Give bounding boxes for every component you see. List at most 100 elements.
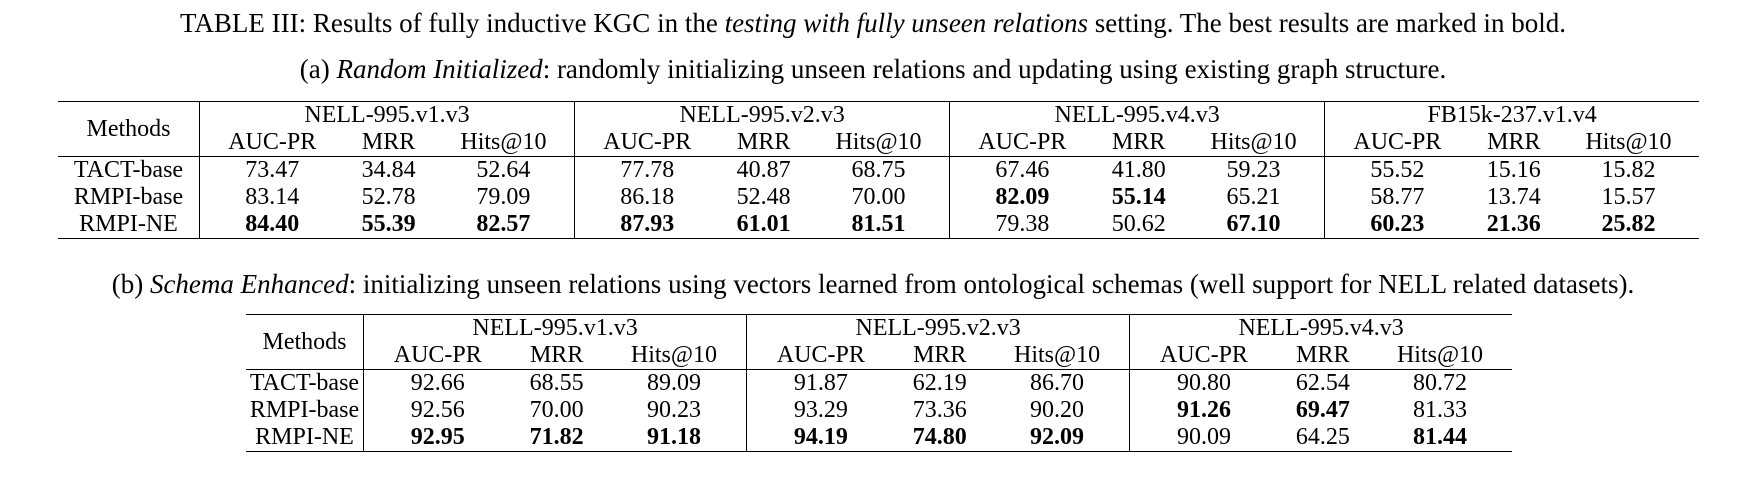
metric-header: MRR [1487,129,1541,155]
table-row: RMPI-base 83.14 52.78 79.09 86.18 52.48 70.00 8… [58,184,1699,211]
subtable-b-emphasis: Schema Enhanced [149,269,349,299]
table-row: TACT-base 92.66 68.55 89.09 91.87 62.19 86.70 9… [246,369,1512,397]
result-value: 21.36 [1486,211,1541,237]
metric-header: Hits@10 [630,342,717,368]
result-value: 79.38 [949,211,1095,239]
subtable-b-label: (b) [111,269,150,299]
subtable-a-text: : randomly initializing unseen relations… [542,54,1447,84]
table-row: RMPI-base 92.56 70.00 90.23 93.29 73.36 90.20 9… [246,397,1512,424]
method-name: RMPI-base [249,397,360,423]
result-value: 79.09 [476,184,531,210]
result-value: 89.09 [601,369,747,397]
table-row: RMPI-NE 84.40 55.39 82.57 87.93 61.01 81.51 79.… [58,211,1699,239]
result-value: 70.00 [851,184,906,210]
header-row-datasets: Methods NELL-995.v1.v3 NELL-995.v2.v3 NELL-… [58,101,1699,142]
metric-header: Hits@10 [1585,129,1672,155]
metric-header: AUC-PR [746,342,895,370]
result-value: 90.20 [1030,397,1085,423]
result-value: 92.95 [362,424,512,452]
result-value: 34.84 [344,156,433,184]
result-value: 25.82 [1601,211,1656,237]
header-row-metrics: AUC-PR MRR Hits@10 AUC-PR MRR Hits@10 AUC-PR MR… [246,342,1512,370]
result-value: 90.09 [1129,424,1278,452]
table-caption: TABLE III: Results of fully inductive KG… [0,6,1746,40]
result-value: 93.29 [746,397,895,424]
result-value: 92.66 [362,369,512,397]
metric-header: Hits@10 [835,129,922,155]
metric-header: Hits@10 [1210,129,1297,155]
result-value: 73.47 [199,156,345,184]
metric-header: MRR [1112,129,1166,155]
result-value: 67.46 [949,156,1095,184]
metric-header: AUC-PR [1324,129,1470,157]
result-value: 83.14 [199,184,345,211]
metric-header: Hits@10 [1013,342,1101,368]
subtable-a-emphasis: Random Initialized [336,54,543,84]
method-name: TACT-base [246,369,364,397]
result-value: 13.74 [1486,184,1541,210]
result-value: 74.80 [912,424,967,450]
result-value: 52.78 [361,184,416,210]
caption-prefix: TABLE III: Results of fully inductive KG… [180,8,725,38]
metric-header: AUC-PR [574,129,720,157]
methods-header: Methods [86,115,171,142]
result-value: 15.57 [1601,184,1656,210]
result-value: 55.39 [361,211,416,237]
result-value: 81.51 [851,211,906,237]
metric-header: AUC-PR [199,129,345,157]
result-value: 80.72 [1367,369,1512,397]
metric-header: AUC-PR [1129,342,1278,370]
metric-header: MRR [913,342,967,368]
dataset-header: NELL-995.v2.v3 [574,101,950,129]
method-name: TACT-base [58,156,200,184]
results-table-schema-enhanced: Methods NELL-995.v1.v3 NELL-995.v2.v3 NELL-… [246,314,1512,452]
result-value: 61.01 [736,211,791,237]
dataset-header: NELL-995.v1.v3 [198,101,575,129]
caption-emphasis: testing with fully unseen relations [724,8,1089,38]
subtable-b-text: : initializing unseen relations using ve… [348,269,1635,299]
metric-header: AUC-PR [949,129,1095,157]
result-value: 90.23 [646,397,701,423]
dataset-header: NELL-995.v4.v3 [949,101,1325,129]
result-value: 65.21 [1226,184,1281,210]
result-value: 92.56 [362,397,512,424]
result-value: 91.26 [1129,397,1278,424]
result-value: 67.10 [1226,211,1281,237]
result-value: 81.33 [1412,397,1467,423]
result-value: 60.23 [1324,211,1470,239]
metric-header: MRR [529,342,584,368]
metric-header: MRR [1296,342,1350,368]
result-value: 15.16 [1469,156,1558,184]
result-value: 52.64 [432,156,575,184]
result-value: 90.80 [1129,369,1278,397]
subtable-b-caption: (b) Schema Enhanced: initializing unseen… [0,267,1746,301]
result-value: 68.55 [511,369,602,397]
result-value: 62.19 [894,369,985,397]
result-value: 86.18 [574,184,720,211]
table-row: RMPI-NE 92.95 71.82 91.18 94.19 74.80 92.09 90.… [246,424,1512,452]
result-value: 40.87 [719,156,808,184]
method-name: RMPI-base [73,184,184,210]
dataset-header: NELL-995.v2.v3 [746,314,1130,342]
result-value: 64.25 [1295,424,1350,450]
header-row-metrics: AUC-PR MRR Hits@10 AUC-PR MRR Hits@10 AUC-PR MR… [58,129,1699,157]
caption-suffix: setting. The best results are marked in … [1088,8,1566,38]
subtable-a-label: (a) [299,54,337,84]
header-row-datasets: Methods NELL-995.v1.v3 NELL-995.v2.v3 NELL-… [246,314,1512,355]
result-value: 41.80 [1094,156,1183,184]
result-value: 87.93 [574,211,720,239]
method-name: RMPI-NE [255,424,354,450]
dataset-header: NELL-995.v1.v3 [362,314,747,342]
result-value: 81.44 [1412,424,1467,450]
result-value: 70.00 [529,397,584,423]
result-value: 94.19 [746,424,895,452]
result-value: 91.87 [746,369,895,397]
result-value: 59.23 [1182,156,1325,184]
result-value: 68.75 [807,156,950,184]
table-row: TACT-base 73.47 34.84 52.64 77.78 40.87 68.75 6… [58,156,1699,184]
result-value: 77.78 [574,156,720,184]
result-value: 55.14 [1111,184,1166,210]
metric-header: MRR [361,129,416,155]
dataset-header: NELL-995.v4.v3 [1129,314,1512,342]
metric-header: Hits@10 [1396,342,1484,368]
